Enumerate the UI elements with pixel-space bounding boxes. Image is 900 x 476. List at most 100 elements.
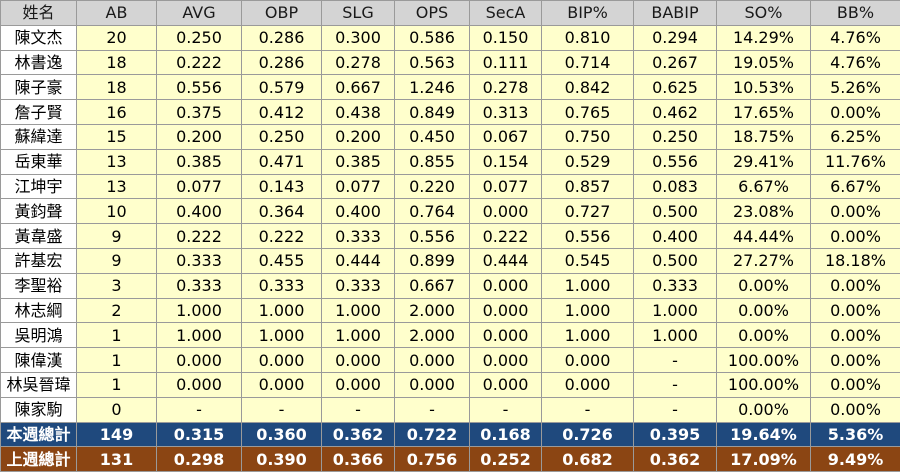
stat-cell-bb: 0.00% bbox=[810, 396, 900, 423]
stat-cell-avg: 0.375 bbox=[156, 99, 242, 125]
player-name-cell: 陳家駒 bbox=[0, 396, 77, 423]
stat-cell-obp: 0.286 bbox=[241, 24, 322, 51]
stat-cell-so: 100.00% bbox=[716, 371, 811, 398]
stat-cell-ops: 0.899 bbox=[394, 247, 470, 274]
stat-cell-babip: 0.250 bbox=[633, 123, 717, 150]
table-row: 吳明鴻 1 1.000 1.000 1.000 2.000 0.000 1.000 1.000 0… bbox=[0, 322, 900, 349]
total-cell-bb: 9.49% bbox=[810, 446, 900, 473]
stat-cell-so: 6.67% bbox=[716, 173, 811, 200]
stat-cell-obp: 0.222 bbox=[241, 223, 322, 249]
stat-cell-seca: 0.067 bbox=[469, 123, 542, 150]
stat-cell-babip: 0.333 bbox=[633, 272, 717, 299]
stat-cell-bb: 5.26% bbox=[810, 74, 900, 101]
stat-cell-ops: 0.220 bbox=[394, 173, 470, 200]
stat-cell-seca: 0.000 bbox=[469, 371, 542, 398]
stat-cell-ab: 9 bbox=[76, 247, 157, 274]
stat-cell-seca: 0.077 bbox=[469, 173, 542, 200]
stat-cell-bip: 0.765 bbox=[541, 99, 634, 125]
stat-cell-avg: 0.077 bbox=[156, 173, 242, 200]
stat-cell-ab: 16 bbox=[76, 99, 157, 125]
table-row: 江坤宇 13 0.077 0.143 0.077 0.220 0.077 0.857 0.083… bbox=[0, 173, 900, 200]
stat-cell-seca: 0.000 bbox=[469, 322, 542, 349]
player-name-cell: 岳東華 bbox=[0, 148, 77, 175]
player-name-cell: 黃韋盛 bbox=[0, 223, 77, 249]
stat-cell-ab: 0 bbox=[76, 396, 157, 423]
stat-cell-babip: 0.500 bbox=[633, 247, 717, 274]
stat-cell-bip: 1.000 bbox=[541, 297, 634, 324]
stat-cell-slg: 0.667 bbox=[321, 74, 395, 101]
stat-cell-so: 44.44% bbox=[716, 223, 811, 249]
stat-cell-seca: 0.000 bbox=[469, 297, 542, 324]
stat-cell-obp: 0.286 bbox=[241, 49, 322, 76]
stat-cell-ops: 0.450 bbox=[394, 123, 470, 150]
stat-cell-bip: - bbox=[541, 396, 634, 423]
stat-cell-bip: 0.810 bbox=[541, 24, 634, 51]
stat-cell-bip: 0.000 bbox=[541, 371, 634, 398]
column-header-ab: AB bbox=[76, 0, 157, 26]
stat-cell-avg: 0.222 bbox=[156, 49, 242, 76]
stat-cell-bb: 0.00% bbox=[810, 322, 900, 349]
stat-cell-babip: - bbox=[633, 396, 717, 423]
total-cell-ops: 0.722 bbox=[394, 421, 470, 448]
stat-cell-bip: 0.857 bbox=[541, 173, 634, 200]
stat-cell-seca: 0.278 bbox=[469, 74, 542, 101]
stat-cell-slg: 0.000 bbox=[321, 347, 395, 373]
stat-cell-obp: 1.000 bbox=[241, 322, 322, 349]
total-cell-babip: 0.362 bbox=[633, 446, 717, 473]
total-cell-avg: 0.315 bbox=[156, 421, 242, 448]
total-cell-bip: 0.682 bbox=[541, 446, 634, 473]
stat-cell-bb: 11.76% bbox=[810, 148, 900, 175]
stat-cell-slg: 0.200 bbox=[321, 123, 395, 150]
stat-cell-slg: 0.444 bbox=[321, 247, 395, 274]
stat-cell-ab: 10 bbox=[76, 198, 157, 225]
column-header-seca: SecA bbox=[469, 0, 542, 26]
stat-cell-ab: 15 bbox=[76, 123, 157, 150]
column-header-obp: OBP bbox=[241, 0, 322, 26]
stat-cell-slg: 0.333 bbox=[321, 223, 395, 249]
player-name-cell: 陳文杰 bbox=[0, 24, 77, 51]
total-label-cell: 本週總計 bbox=[0, 421, 77, 448]
stat-cell-obp: 0.250 bbox=[241, 123, 322, 150]
column-header-so: SO% bbox=[716, 0, 811, 26]
stat-cell-avg: - bbox=[156, 396, 242, 423]
table-row: 詹子賢 16 0.375 0.412 0.438 0.849 0.313 0.765 0.462… bbox=[0, 99, 900, 125]
stat-cell-ops: 0.855 bbox=[394, 148, 470, 175]
player-name-cell: 李聖裕 bbox=[0, 272, 77, 299]
stat-cell-avg: 1.000 bbox=[156, 322, 242, 349]
stat-cell-ops: 0.000 bbox=[394, 347, 470, 373]
stat-cell-bip: 0.842 bbox=[541, 74, 634, 101]
stat-cell-seca: - bbox=[469, 396, 542, 423]
stat-cell-babip: 0.400 bbox=[633, 223, 717, 249]
stat-cell-so: 17.65% bbox=[716, 99, 811, 125]
total-cell-obp: 0.360 bbox=[241, 421, 322, 448]
stat-cell-ab: 1 bbox=[76, 347, 157, 373]
total-cell-ab: 149 bbox=[76, 421, 157, 448]
table-row: 陳子豪 18 0.556 0.579 0.667 1.246 0.278 0.842 0.625… bbox=[0, 74, 900, 101]
table-row: 陳文杰 20 0.250 0.286 0.300 0.586 0.150 0.810 0.294… bbox=[0, 24, 900, 51]
stat-cell-obp: 0.579 bbox=[241, 74, 322, 101]
stat-cell-so: 10.53% bbox=[716, 74, 811, 101]
stat-cell-babip: - bbox=[633, 371, 717, 398]
stat-cell-obp: 0.333 bbox=[241, 272, 322, 299]
stat-cell-so: 19.05% bbox=[716, 49, 811, 76]
total-cell-avg: 0.298 bbox=[156, 446, 242, 473]
table-row: 許基宏 9 0.333 0.455 0.444 0.899 0.444 0.545 0.500 2… bbox=[0, 247, 900, 274]
table-row: 岳東華 13 0.385 0.471 0.385 0.855 0.154 0.529 0.556… bbox=[0, 148, 900, 175]
stat-cell-seca: 0.000 bbox=[469, 272, 542, 299]
stat-cell-slg: 1.000 bbox=[321, 322, 395, 349]
stat-cell-ops: 0.764 bbox=[394, 198, 470, 225]
stat-cell-seca: 0.000 bbox=[469, 198, 542, 225]
total-cell-babip: 0.395 bbox=[633, 421, 717, 448]
table-row: 林書逸 18 0.222 0.286 0.278 0.563 0.111 0.714 0.267… bbox=[0, 49, 900, 76]
total-cell-slg: 0.362 bbox=[321, 421, 395, 448]
stat-cell-avg: 0.200 bbox=[156, 123, 242, 150]
table-header: 姓名 AB AVG OBP SLG OPS SecA BIP% BABIP SO% BB% bbox=[0, 0, 900, 26]
stat-cell-ab: 18 bbox=[76, 74, 157, 101]
stat-cell-babip: 0.083 bbox=[633, 173, 717, 200]
stat-cell-ops: 0.000 bbox=[394, 371, 470, 398]
stat-cell-ab: 3 bbox=[76, 272, 157, 299]
stat-cell-slg: 0.333 bbox=[321, 272, 395, 299]
stat-cell-bb: 0.00% bbox=[810, 272, 900, 299]
stat-cell-ab: 1 bbox=[76, 322, 157, 349]
